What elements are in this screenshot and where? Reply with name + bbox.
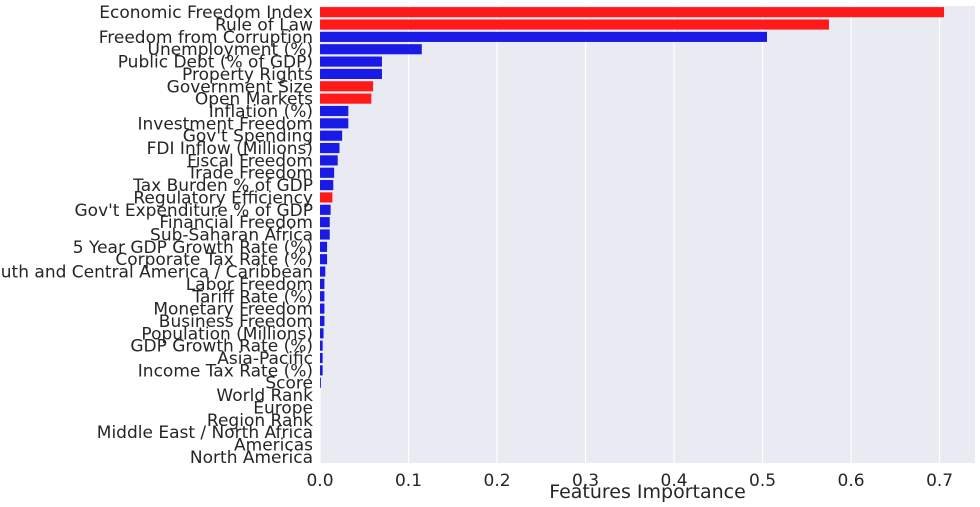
bar [320, 352, 323, 364]
bar [320, 105, 349, 117]
category-label: Public Debt (% of GDP) [118, 53, 313, 73]
x-tick-label: 0.0 [306, 471, 333, 491]
category-label: Fiscal Freedom [187, 151, 313, 171]
category-label: North America [190, 448, 313, 468]
category-label: Corporate Tax Rate (%) [115, 250, 313, 270]
category-label: Gov't Spending [183, 127, 313, 147]
category-label: Economic Freedom Index [99, 3, 313, 23]
bar [320, 340, 323, 351]
bar [320, 217, 330, 228]
x-tick-label: 0.1 [395, 471, 422, 491]
bar [320, 254, 328, 265]
category-label: Income Tax Rate (%) [138, 361, 313, 381]
grid-lines [319, 6, 941, 463]
bar [320, 266, 326, 277]
category-label: Region Rank [207, 411, 313, 431]
category-label: GDP Growth Rate (%) [130, 337, 313, 357]
bar [320, 93, 372, 104]
category-label: Freedom from Corruption [99, 28, 313, 48]
category-label: Regulatory Efficiency [133, 188, 313, 208]
category-label: Investment Freedom [137, 114, 313, 134]
category-label: Sub-Saharan Africa [150, 226, 313, 246]
category-label: Government Size [167, 77, 313, 97]
bar [320, 19, 829, 30]
x-tick-label: 0.4 [661, 471, 688, 491]
bar [320, 303, 325, 314]
category-label: Business Freedom [159, 312, 313, 332]
bar [320, 167, 335, 178]
bar [320, 31, 767, 42]
bar [320, 56, 382, 67]
category-label: Inflation (%) [209, 102, 313, 122]
category-label: World Rank [216, 386, 313, 406]
bar [320, 291, 325, 302]
bar [320, 118, 349, 129]
category-label: Gov't Expenditure % of GDP [75, 201, 314, 221]
bar [320, 68, 382, 79]
category-label: Middle East / North Africa [97, 423, 313, 443]
x-tick-labels: 0.0 0.1 0.2 0.3 0.4 0.5 0.6 0.7 [306, 471, 953, 491]
bar [320, 130, 343, 141]
category-label: Labor Freedom [186, 275, 313, 295]
category-label: Property Rights [182, 65, 313, 85]
category-label: 5 Year GDP Growth Rate (%) [73, 238, 313, 258]
bar [320, 241, 328, 252]
category-label: South and Central America / Caribbean [0, 263, 313, 283]
bar [320, 142, 340, 154]
bar [320, 315, 325, 327]
category-label: Europe [253, 398, 313, 418]
category-label: Monetary Freedom [153, 300, 313, 320]
category-label: Financial Freedom [159, 213, 313, 233]
category-label: Open Markets [195, 90, 313, 110]
x-tick-label: 0.6 [838, 471, 865, 491]
plot-background [320, 6, 975, 463]
bar [320, 7, 945, 18]
category-label: Tax Burden % of GDP [132, 176, 313, 196]
bar [320, 278, 325, 289]
bar [320, 81, 374, 92]
category-label: Asia-Pacific [217, 349, 313, 369]
x-tick-label: 0.2 [484, 471, 511, 491]
category-label: FDI Inflow (Millions) [147, 139, 313, 159]
x-tick-label: 0.3 [572, 471, 599, 491]
bar [320, 328, 324, 339]
category-label: Score [265, 374, 313, 394]
x-tick-label: 0.5 [749, 471, 776, 491]
category-label: Tariff Rate (%) [191, 287, 313, 307]
bar [320, 192, 333, 203]
bar [320, 365, 323, 376]
category-label: Trade Freedom [186, 164, 313, 184]
category-label: Rule of Law [215, 16, 313, 36]
bar [320, 155, 338, 166]
category-label: Population (Millions) [141, 324, 313, 344]
bar [320, 204, 331, 215]
category-label: Unemployment (%) [148, 40, 314, 60]
category-label: Americas [234, 435, 313, 455]
bars [320, 7, 945, 388]
bar [320, 44, 422, 55]
bar [320, 180, 334, 191]
bar [320, 229, 330, 240]
bar [320, 377, 321, 388]
x-axis-label: Features Importance [549, 481, 746, 503]
x-tick-label: 0.7 [926, 471, 953, 491]
